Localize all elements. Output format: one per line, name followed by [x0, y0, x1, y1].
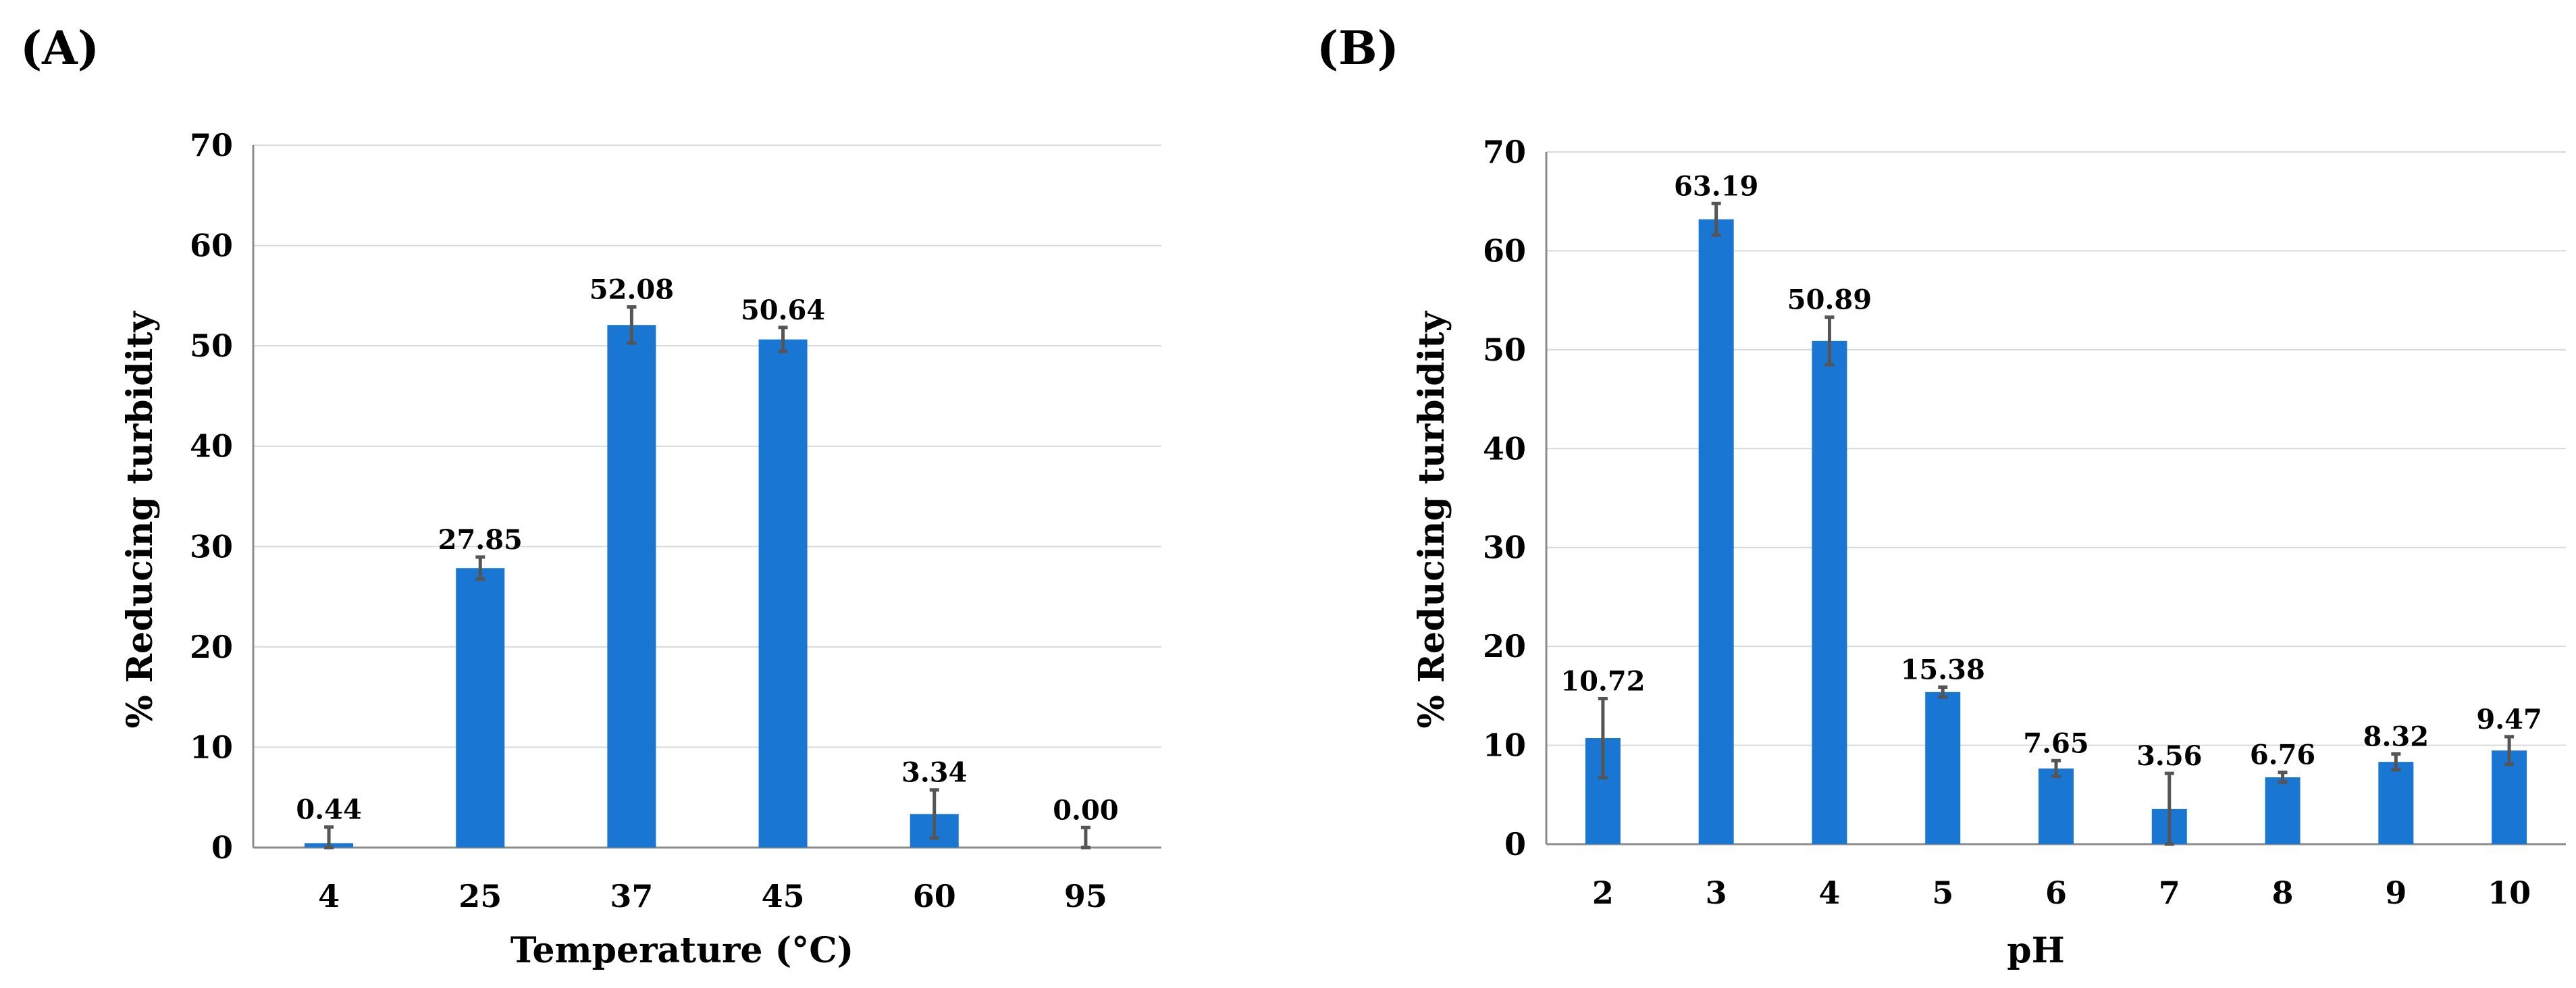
- x-tick-label-a-45: 45: [762, 878, 805, 914]
- data-label-b-7: 3.56: [2136, 740, 2202, 772]
- bar-b-5: [1925, 692, 1961, 844]
- x-tick-label-b-3: 3: [1706, 875, 1727, 911]
- y-tick-label-a: 0: [211, 829, 233, 866]
- y-tick-label-a: 70: [190, 127, 233, 163]
- x-tick-label-b-2: 2: [1592, 875, 1614, 911]
- x-tick-label-b-6: 6: [2045, 875, 2067, 911]
- y-axis-title-a: % Reducing turbidity: [120, 311, 161, 729]
- data-label-b-2: 10.72: [1560, 665, 1645, 697]
- panel-b-label: (B): [1317, 22, 1399, 76]
- x-axis-title-b: pH: [2007, 930, 2065, 971]
- bar-b-3: [1698, 219, 1734, 844]
- y-tick-label-a: 10: [190, 729, 233, 765]
- data-label-a-25: 27.85: [438, 524, 523, 556]
- data-label-a-4: 0.44: [296, 794, 361, 826]
- bar-b-10: [2492, 750, 2527, 844]
- bar-b-8: [2265, 777, 2301, 844]
- data-label-b-4: 50.89: [1787, 284, 1872, 316]
- x-tick-label-b-10: 10: [2488, 875, 2531, 911]
- x-axis-title-a: Temperature (°C): [510, 930, 853, 971]
- chart-panel-b: (B) pH % Reducing turbidity 0 10 20 30 40 50 6…: [1317, 22, 2566, 971]
- y-tick-label-b: 70: [1483, 134, 1526, 170]
- bar-a-37: [607, 325, 656, 848]
- y-tick-label-b: 10: [1483, 727, 1526, 764]
- y-tick-label-b: 60: [1483, 232, 1526, 269]
- x-tick-label-a-95: 95: [1064, 878, 1107, 914]
- x-tick-label-a-4: 4: [318, 878, 340, 914]
- data-label-b-10: 9.47: [2476, 704, 2542, 735]
- y-tick-label-b: 40: [1483, 430, 1526, 467]
- y-tick-label-b: 30: [1483, 529, 1526, 566]
- panel-a-label: (A): [20, 22, 99, 76]
- data-label-b-6: 7.65: [2023, 727, 2088, 759]
- data-label-b-8: 6.76: [2250, 739, 2315, 771]
- data-label-a-60: 3.34: [901, 757, 967, 789]
- x-tick-label-b-8: 8: [2272, 875, 2294, 911]
- y-tick-label-a: 40: [190, 428, 233, 465]
- x-tick-label-a-25: 25: [458, 878, 502, 914]
- bar-b-9: [2378, 762, 2414, 844]
- x-tick-label-b-5: 5: [1932, 875, 1953, 911]
- data-label-a-45: 50.64: [741, 294, 825, 326]
- bar-a-25: [456, 568, 505, 848]
- x-tick-label-a-60: 60: [913, 878, 956, 914]
- data-label-b-3: 63.19: [1674, 170, 1758, 202]
- y-tick-label-b: 0: [1504, 826, 1526, 862]
- bar-b-6: [2039, 768, 2074, 844]
- y-tick-label-a: 20: [190, 629, 233, 665]
- data-label-a-37: 52.08: [589, 274, 674, 305]
- chart-panel-a: (A) Temperature (°C) % Reducing turbidit…: [20, 22, 1161, 971]
- x-tick-label-b-9: 9: [2385, 875, 2407, 911]
- bar-a-45: [758, 339, 808, 848]
- x-tick-label-b-4: 4: [1818, 875, 1840, 911]
- x-tick-label-a-37: 37: [610, 878, 653, 914]
- y-tick-label-a: 60: [190, 228, 233, 264]
- x-tick-label-b-7: 7: [2159, 875, 2180, 911]
- bar-b-4: [1812, 340, 1847, 844]
- y-axis-title-b: % Reducing turbidity: [1411, 311, 1452, 729]
- y-tick-label-a: 50: [190, 328, 233, 364]
- data-label-b-5: 15.38: [1901, 654, 1985, 685]
- y-tick-label-b: 20: [1483, 628, 1526, 665]
- data-label-a-95: 0.00: [1053, 794, 1118, 826]
- y-tick-label-b: 50: [1483, 332, 1526, 368]
- y-tick-label-a: 30: [190, 528, 233, 565]
- data-label-b-9: 8.32: [2363, 721, 2429, 752]
